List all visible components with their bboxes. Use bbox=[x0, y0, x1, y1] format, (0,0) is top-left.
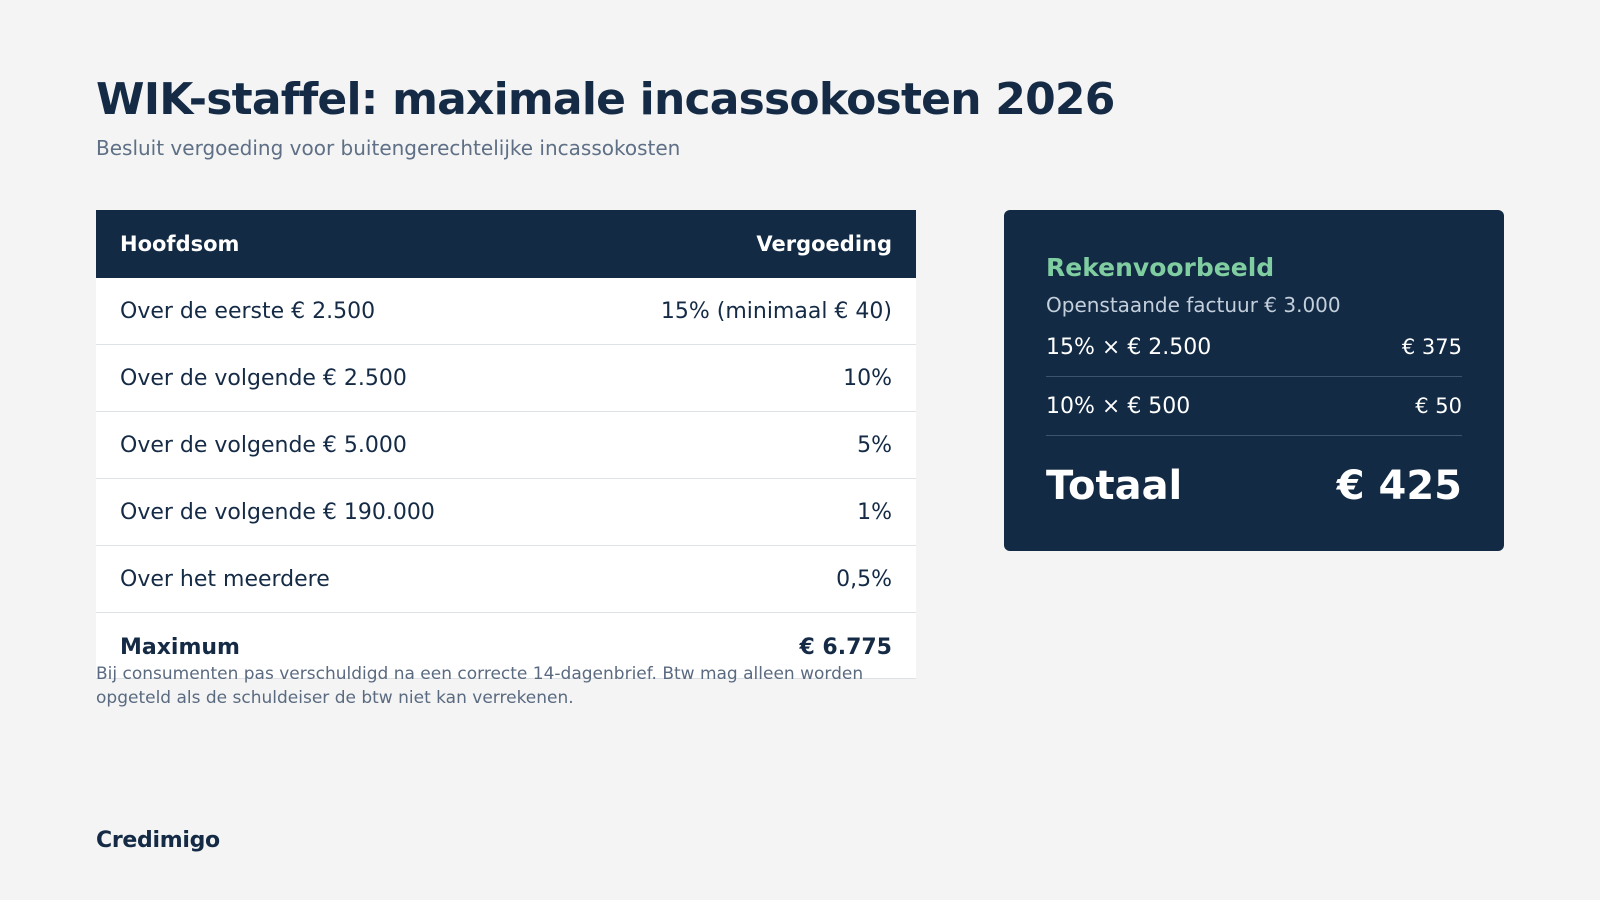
calculation-row: 10% × € 500 € 50 bbox=[1046, 377, 1462, 436]
page-title: WIK-staffel: maximale incassokosten 2026 bbox=[96, 74, 1115, 125]
maximum-value: € 6.775 bbox=[799, 635, 892, 660]
column-header-hoofdsom: Hoofdsom bbox=[120, 232, 240, 256]
total-value: € 425 bbox=[1336, 463, 1462, 509]
calculation-label: 15% × € 2.500 bbox=[1046, 334, 1212, 360]
row-value: 1% bbox=[857, 499, 892, 525]
row-label: Over het meerdere bbox=[120, 566, 330, 592]
page: WIK-staffel: maximale incassokosten 2026… bbox=[96, 0, 1504, 900]
wik-table: Hoofdsom Vergoeding Over de eerste € 2.5… bbox=[96, 210, 916, 679]
row-label: Over de volgende € 190.000 bbox=[120, 499, 435, 525]
total-row: Totaal € 425 bbox=[1046, 436, 1462, 536]
calculation-value: € 375 bbox=[1401, 335, 1462, 359]
example-subtitle: Openstaande factuur € 3.000 bbox=[1046, 293, 1341, 317]
table-row: Over de volgende € 190.000 1% bbox=[96, 479, 916, 546]
total-label: Totaal bbox=[1046, 463, 1183, 509]
column-header-vergoeding: Vergoeding bbox=[756, 232, 892, 256]
table-footnote: Bij consumenten pas verschuldigd na een … bbox=[96, 664, 864, 708]
table-row: Over het meerdere 0,5% bbox=[96, 546, 916, 613]
row-label: Over de volgende € 2.500 bbox=[120, 365, 407, 391]
table-row-maximum: Maximum € 6.775 bbox=[96, 613, 916, 679]
row-value: 5% bbox=[857, 432, 892, 458]
row-value: 10% bbox=[843, 365, 892, 391]
table-row: Over de eerste € 2.500 15% (minimaal € 4… bbox=[96, 278, 916, 345]
example-title: Rekenvoorbeeld bbox=[1046, 253, 1275, 282]
calculation-label: 10% × € 500 bbox=[1046, 393, 1191, 419]
table-row: Over de volgende € 2.500 10% bbox=[96, 345, 916, 412]
table-row: Over de volgende € 5.000 5% bbox=[96, 412, 916, 479]
maximum-label: Maximum bbox=[120, 635, 240, 660]
example-card: Rekenvoorbeeld Openstaande factuur € 3.0… bbox=[1004, 210, 1504, 551]
row-label: Over de eerste € 2.500 bbox=[120, 298, 376, 324]
row-value: 0,5% bbox=[836, 566, 892, 592]
row-label: Over de volgende € 5.000 bbox=[120, 432, 407, 458]
row-value: 15% (minimaal € 40) bbox=[660, 298, 892, 324]
page-subtitle: Besluit vergoeding voor buitengerechteli… bbox=[96, 136, 681, 160]
calculation-row: 15% × € 2.500 € 375 bbox=[1046, 318, 1462, 377]
brand-logo: Credimigo bbox=[96, 828, 220, 853]
table-header: Hoofdsom Vergoeding bbox=[96, 210, 916, 278]
calculation-value: € 50 bbox=[1415, 394, 1462, 418]
